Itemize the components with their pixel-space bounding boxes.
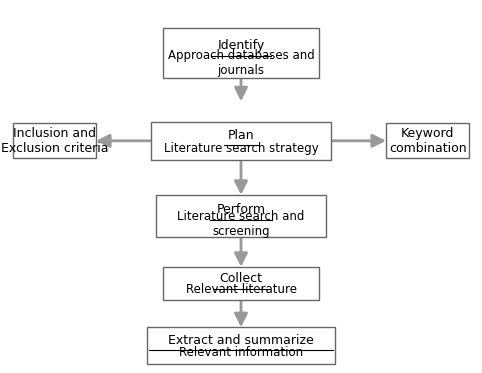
Text: Plan: Plan	[228, 129, 254, 141]
Text: Literature search strategy: Literature search strategy	[163, 142, 319, 155]
FancyBboxPatch shape	[151, 122, 331, 160]
Text: Relevant literature: Relevant literature	[186, 283, 296, 297]
Text: Collect: Collect	[219, 272, 263, 285]
FancyBboxPatch shape	[147, 327, 335, 364]
Text: Keyword
combination: Keyword combination	[389, 127, 467, 155]
Text: Inclusion and
Exclusion criteria: Inclusion and Exclusion criteria	[0, 127, 108, 155]
Text: Extract and summarize: Extract and summarize	[168, 333, 314, 347]
Text: Identify: Identify	[217, 39, 265, 52]
FancyBboxPatch shape	[156, 195, 326, 237]
Text: Approach databases and
journals: Approach databases and journals	[168, 49, 314, 77]
Text: Relevant information: Relevant information	[179, 346, 303, 359]
FancyBboxPatch shape	[163, 267, 319, 300]
Text: Perform: Perform	[216, 203, 266, 216]
Text: Literature search and
screening: Literature search and screening	[177, 210, 305, 238]
FancyBboxPatch shape	[13, 123, 96, 158]
FancyBboxPatch shape	[163, 28, 319, 78]
FancyBboxPatch shape	[386, 123, 469, 158]
